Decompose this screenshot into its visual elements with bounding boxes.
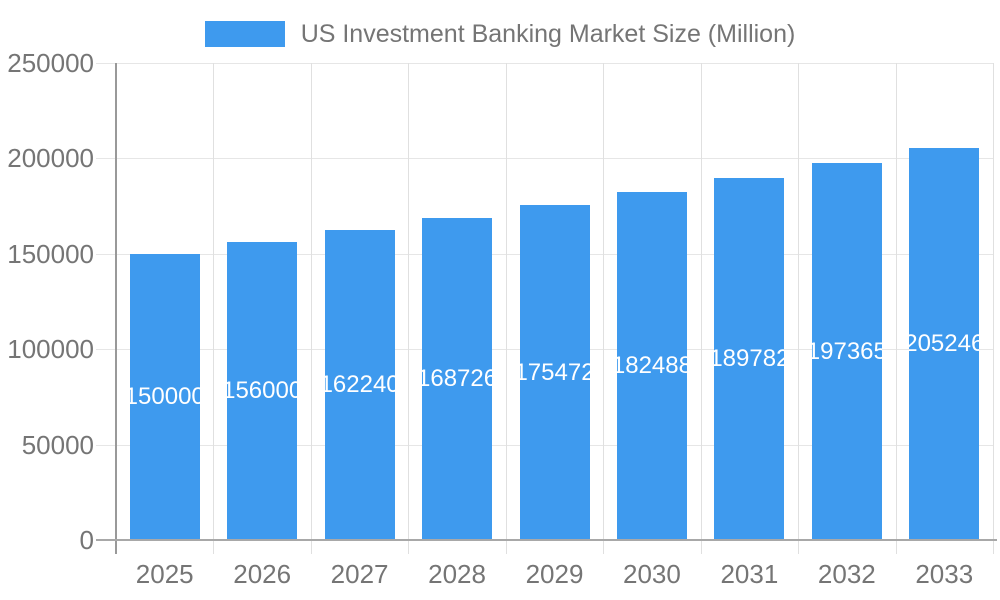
y-axis-tick-label: 150000 — [7, 238, 94, 269]
v-gridline — [408, 63, 410, 554]
v-gridline — [700, 63, 702, 554]
x-axis-tick-label: 2032 — [817, 559, 876, 589]
legend-label: US Investment Banking Market Size (Milli… — [300, 19, 796, 48]
v-gridline — [310, 63, 312, 554]
x-axis-tick-label: 2030 — [623, 559, 681, 589]
h-gridline — [96, 63, 993, 64]
y-axis-tick-label: 50000 — [21, 429, 94, 460]
bar-value-label: 168726 — [422, 365, 493, 393]
bar[interactable]: 189782 — [714, 177, 785, 540]
y-axis-tick-label: 100000 — [7, 334, 94, 365]
chart-legend[interactable]: US Investment Banking Market Size (Milli… — [0, 18, 1000, 50]
y-axis-tick-label: 0 — [79, 525, 94, 555]
bar-value-label: 182488 — [616, 351, 687, 379]
bar[interactable]: 156000 — [227, 242, 298, 540]
x-axis-tick-label: 2033 — [915, 559, 974, 589]
bar[interactable]: 168726 — [422, 218, 493, 540]
v-gridline — [798, 63, 800, 554]
y-axis-line — [115, 63, 117, 554]
x-axis-tick-label: 2031 — [720, 559, 779, 589]
bar[interactable]: 197365 — [811, 163, 882, 540]
bar-value-label: 150000 — [129, 382, 200, 410]
v-gridline — [213, 63, 215, 554]
bar[interactable]: 175472 — [519, 205, 590, 540]
x-axis-tick-label: 2025 — [135, 559, 194, 589]
y-axis-tick-label: 200000 — [7, 143, 94, 174]
x-axis-tick-label: 2029 — [525, 559, 584, 589]
v-gridline — [505, 63, 507, 554]
bar[interactable]: 182488 — [616, 191, 687, 540]
x-axis-tick-label: 2026 — [233, 559, 292, 589]
bar-value-label: 197365 — [811, 337, 882, 365]
h-gridline — [96, 158, 993, 160]
x-axis-line — [96, 539, 997, 541]
legend-swatch-icon — [204, 21, 285, 47]
x-axis-tick-label: 2027 — [330, 559, 389, 589]
bar-value-label: 189782 — [714, 344, 785, 372]
v-gridline — [993, 63, 994, 554]
bar[interactable]: 162240 — [324, 230, 395, 540]
y-axis-tick-label: 250000 — [7, 48, 94, 78]
x-axis-tick-label: 2028 — [428, 559, 486, 589]
bar-value-label: 156000 — [227, 377, 298, 405]
v-gridline — [895, 63, 897, 554]
bar-value-label: 162240 — [324, 371, 395, 399]
v-gridline — [603, 63, 605, 554]
bar[interactable]: 150000 — [129, 253, 200, 540]
bar[interactable]: 205246 — [909, 148, 980, 540]
bar-value-label: 205246 — [909, 330, 980, 358]
bar-value-label: 175472 — [519, 358, 590, 386]
